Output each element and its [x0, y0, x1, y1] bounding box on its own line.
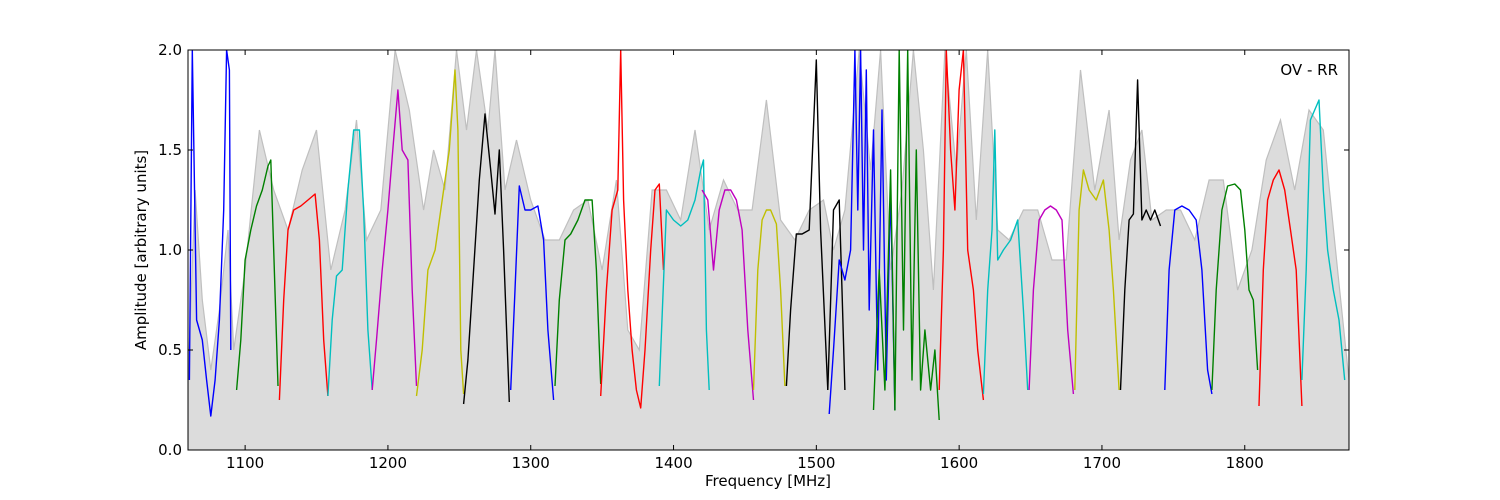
envelope-band: [188, 50, 1349, 450]
y-tick-label: 1.0: [158, 241, 182, 259]
series-line-4: [327, 129, 373, 397]
x-axis: 1100 1200 1300 1400 1500 1600 1700 1800: [226, 50, 1264, 472]
x-tick-label: 1800: [1226, 454, 1264, 472]
series-line-5: [371, 89, 418, 391]
x-tick-label: 1600: [940, 454, 978, 472]
envelope-layer: [188, 50, 1349, 450]
x-tick-label: 1200: [369, 454, 407, 472]
series-line-1: [188, 50, 232, 417]
y-tick-label: 2.0: [158, 41, 182, 59]
series-line-24: [1211, 183, 1259, 391]
series-line-10: [600, 50, 665, 409]
x-tick-label: 1100: [226, 454, 264, 472]
series-line-7: [462, 113, 510, 405]
series-line-25: [1258, 169, 1303, 407]
y-tick-label: 1.5: [158, 141, 182, 159]
series-line-8: [510, 185, 555, 401]
series-line-21: [1074, 169, 1120, 391]
series-line-11: [658, 159, 710, 391]
series-line-16: [828, 50, 896, 415]
series-line-18: [938, 50, 985, 401]
series-line-13: [752, 209, 786, 391]
plot-annotation: OV - RR: [1280, 61, 1338, 79]
series-line-17: [872, 50, 940, 421]
x-tick-label: 1400: [654, 454, 692, 472]
y-tick-label: 0.0: [158, 441, 182, 459]
x-tick-label: 1700: [1083, 454, 1121, 472]
series-line-6: [415, 69, 465, 397]
series-line-12: [701, 189, 755, 401]
series-layer: [188, 50, 1346, 421]
series-line-22: [1119, 79, 1162, 391]
y-axis-label: Amplitude [arbitrary units]: [132, 150, 150, 350]
series-line-26: [1301, 99, 1346, 381]
series-line-14: [785, 59, 829, 391]
series-line-20: [1028, 205, 1075, 395]
series-line-9: [554, 199, 602, 387]
y-axis: 0.0 0.5 1.0 1.5 2.0: [158, 41, 1349, 459]
series-line-3: [278, 193, 329, 401]
series-line-15: [827, 199, 846, 391]
series-line-23: [1164, 205, 1213, 395]
x-tick-label: 1500: [797, 454, 835, 472]
x-tick-label: 1300: [512, 454, 550, 472]
series-line-2: [235, 159, 279, 391]
series-line-19: [982, 129, 1029, 395]
y-tick-label: 0.5: [158, 341, 182, 359]
x-axis-label: Frequency [MHz]: [705, 472, 831, 490]
